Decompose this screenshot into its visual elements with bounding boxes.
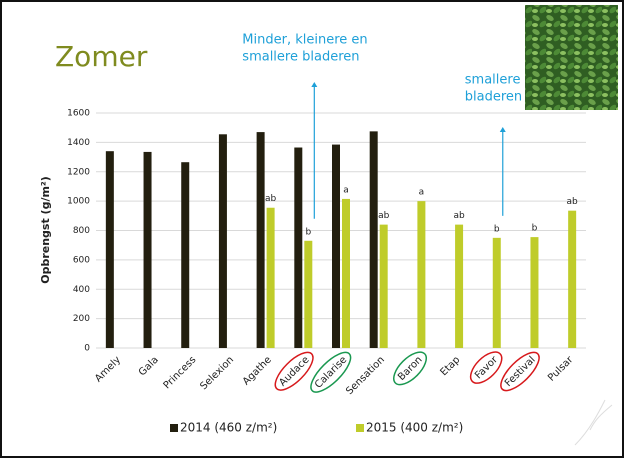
bar [493,238,501,348]
legend-label: 2014 (460 z/m²) [180,421,277,435]
bar [370,131,378,348]
bar [294,148,302,348]
y-tick-label: 1000 [67,197,90,207]
bar [568,211,576,348]
annotation: Minder, kleinere en [242,33,367,48]
bar [257,132,265,348]
bar [219,134,227,348]
y-tick-label: 800 [73,226,90,236]
annotation: smallere [465,73,521,88]
leaf-photo [525,5,618,110]
bar [455,225,463,348]
significance-letter: ab [567,197,579,207]
y-tick-label: 200 [73,314,90,324]
legend-label: 2015 (400 z/m²) [366,421,463,435]
bar [106,151,114,348]
annotation: smallere bladeren [242,50,359,65]
bar [342,199,350,348]
chart-title: Zomer [55,40,148,73]
significance-letter: b [532,224,538,234]
significance-letter: a [419,188,425,198]
bar [380,225,388,348]
slide: Zomer Opbrengst (g/m²) 0 200 400 600 800 1000… [0,0,624,458]
y-tick-label: 1600 [67,109,90,119]
significance-letter: a [343,185,349,195]
legend-swatch [356,424,364,432]
bar [267,208,275,348]
y-tick-label: 0 [84,344,90,354]
bar [332,145,340,348]
bar [530,237,538,348]
significance-letter: ab [265,194,277,204]
significance-letter: b [494,224,500,234]
bar [417,201,425,348]
y-axis-label: Opbrengst (g/m²) [39,176,52,284]
annotation: bladeren [465,90,522,105]
significance-letter: ab [378,211,390,221]
y-tick-label: 1400 [67,138,90,148]
legend-swatch [170,424,178,432]
significance-letter: b [305,227,311,237]
significance-letter: ab [453,211,465,221]
bar [181,162,189,348]
bar [144,152,152,348]
bar [304,241,312,348]
y-tick-label: 400 [73,285,90,295]
y-tick-label: 600 [73,255,90,265]
y-tick-label: 1200 [67,167,90,177]
